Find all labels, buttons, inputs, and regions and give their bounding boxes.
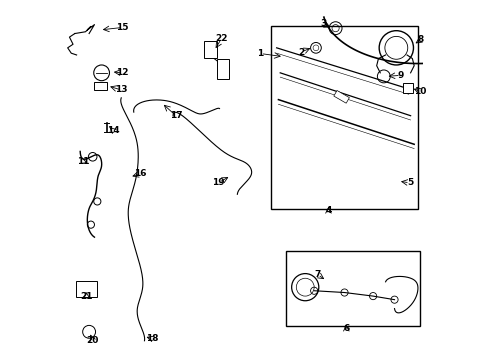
Text: 22: 22 <box>215 35 227 44</box>
Text: 16: 16 <box>134 170 146 179</box>
Text: 11: 11 <box>77 157 89 166</box>
Text: 18: 18 <box>146 334 159 343</box>
FancyBboxPatch shape <box>203 41 217 58</box>
FancyBboxPatch shape <box>94 82 106 90</box>
Text: 17: 17 <box>169 111 182 120</box>
FancyBboxPatch shape <box>216 59 229 79</box>
Text: 15: 15 <box>116 23 128 32</box>
Text: 19: 19 <box>212 178 224 187</box>
Bar <box>333 90 349 103</box>
Text: 5: 5 <box>406 178 412 187</box>
Bar <box>285 251 419 327</box>
Text: 12: 12 <box>116 68 128 77</box>
Text: 7: 7 <box>314 270 320 279</box>
Text: 13: 13 <box>115 85 127 94</box>
Text: 10: 10 <box>413 87 426 96</box>
Text: 2: 2 <box>297 48 304 57</box>
Text: 8: 8 <box>417 36 423 45</box>
FancyBboxPatch shape <box>402 83 412 93</box>
Text: 6: 6 <box>343 324 349 333</box>
Text: 9: 9 <box>397 71 403 80</box>
Bar <box>271 26 417 208</box>
Text: 21: 21 <box>80 292 93 301</box>
FancyBboxPatch shape <box>76 281 97 297</box>
Text: 14: 14 <box>107 126 120 135</box>
Text: 20: 20 <box>86 336 99 345</box>
Text: 4: 4 <box>325 206 331 215</box>
Text: 3: 3 <box>319 19 325 28</box>
Text: 1: 1 <box>257 49 263 58</box>
